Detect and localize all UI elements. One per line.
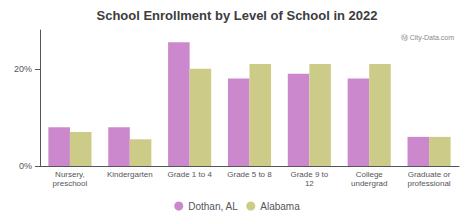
svg-text:Graduate or: Graduate or (408, 170, 451, 179)
svg-text:Alabama: Alabama (260, 201, 300, 212)
svg-text:Grade 9 to: Grade 9 to (290, 170, 328, 179)
svg-text:undergrad: undergrad (351, 179, 387, 188)
svg-text:0%: 0% (19, 161, 32, 171)
svg-text:Kindergarten: Kindergarten (107, 170, 153, 179)
svg-text:Grade 5 to 8: Grade 5 to 8 (227, 170, 272, 179)
svg-text:School Enrollment by Level of: School Enrollment by Level of School in … (96, 8, 377, 23)
svg-text:Nursery,: Nursery, (55, 170, 85, 179)
svg-text:professional: professional (408, 179, 451, 188)
svg-text:12: 12 (305, 179, 314, 188)
svg-text:Ⓜ City-Data.com: Ⓜ City-Data.com (401, 34, 454, 42)
svg-text:College: College (356, 170, 384, 179)
svg-text:preschool: preschool (53, 179, 88, 188)
svg-text:20%: 20% (14, 64, 32, 74)
svg-text:Dothan, AL: Dothan, AL (188, 201, 238, 212)
svg-text:Grade 1 to 4: Grade 1 to 4 (167, 170, 212, 179)
